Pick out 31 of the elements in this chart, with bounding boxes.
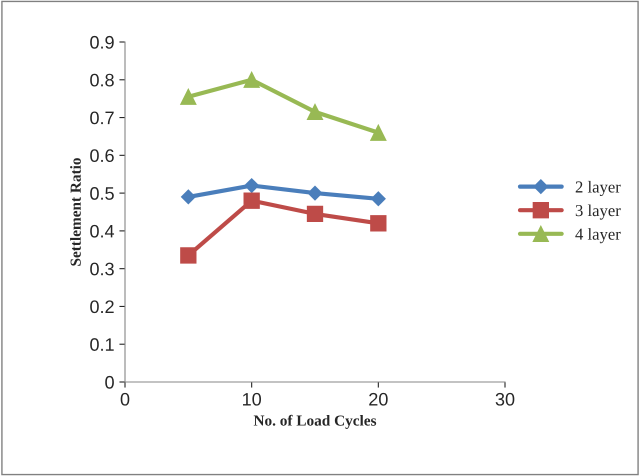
point xyxy=(306,206,324,222)
point xyxy=(180,189,196,204)
y-tick-label: 0.4 xyxy=(90,224,114,238)
y-tick-label: 0.7 xyxy=(90,111,114,124)
x-tick-label: 30 xyxy=(496,392,514,406)
x-tick-label: 20 xyxy=(369,392,388,406)
y-tick-label: 0.9 xyxy=(90,36,114,49)
point xyxy=(306,104,324,120)
legend-label: 2 layer xyxy=(576,180,621,196)
point xyxy=(244,72,260,88)
y-tick-label: 0.6 xyxy=(90,149,114,162)
legend-label: 3 layer xyxy=(576,204,621,220)
point xyxy=(370,124,386,141)
point xyxy=(180,247,196,264)
y-tick-label: 0.3 xyxy=(90,262,114,276)
point xyxy=(244,178,260,193)
point xyxy=(370,215,386,232)
x-tick-label: 0 xyxy=(120,392,130,406)
y-tick-label: 0.5 xyxy=(90,187,114,200)
point xyxy=(244,192,260,209)
y-axis-title: Settlement Ratio xyxy=(70,158,81,266)
legend-label: 4 layer xyxy=(575,228,621,244)
y-tick-label: 0.1 xyxy=(90,338,114,351)
y-tick-label: 0.8 xyxy=(90,74,114,86)
point xyxy=(370,191,386,206)
y-tick-label: 0 xyxy=(105,376,114,389)
point xyxy=(180,88,196,105)
x-axis-title: No. of Load Cycles xyxy=(254,414,376,429)
point xyxy=(308,186,322,201)
x-tick-label: 10 xyxy=(243,392,262,406)
y-tick-label: 0.2 xyxy=(90,300,114,314)
